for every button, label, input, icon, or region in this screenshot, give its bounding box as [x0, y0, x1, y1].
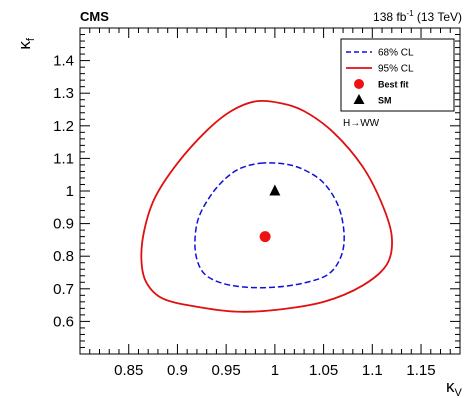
y-tick-label: 1.3	[53, 85, 74, 102]
lumi-suffix: (13 TeV)	[414, 10, 462, 24]
y-axis-symbol: κ	[15, 41, 34, 50]
legend-swatch-best-fit	[354, 79, 364, 89]
x-tick-label: 1.15	[406, 362, 435, 379]
y-tick-label: 1.2	[53, 118, 74, 135]
legend-label-95cl: 95% CL	[378, 64, 414, 75]
legend-label-best-fit: Best fit	[378, 80, 409, 90]
y-axis-title: κf	[15, 37, 37, 50]
legend-label-68cl: 68% CL	[378, 48, 414, 59]
y-tick-label: 1.1	[53, 150, 74, 167]
y-tick-label: 0.8	[53, 248, 74, 265]
y-tick-label: 0.7	[53, 281, 74, 298]
x-axis-title: κV	[446, 377, 463, 398]
x-tick-label: 1.05	[309, 362, 338, 379]
y-tick-label: 0.6	[53, 313, 74, 330]
lumi-value: 138 fb	[373, 10, 407, 24]
x-tick-label: 1.1	[362, 362, 383, 379]
y-tick-label: 0.9	[53, 216, 74, 233]
y-tick-labels: 0.6 0.7 0.8 0.9 1 1.1 1.2 1.3 1.4	[53, 53, 74, 331]
legend-label-sm: SM	[378, 96, 392, 106]
legend: 68% CL 95% CL Best fit SM	[340, 38, 455, 112]
legend-swatch-sm	[353, 94, 365, 104]
x-tick-label: 0.9	[167, 362, 188, 379]
x-tick-label: 0.95	[212, 362, 241, 379]
x-axis-symbol: κ	[446, 377, 455, 396]
contour-68cl	[194, 162, 345, 289]
lumi-exponent: -1	[406, 9, 414, 18]
sm-marker	[269, 184, 281, 196]
lumi-label: 138 fb-1 (13 TeV)	[373, 9, 462, 24]
y-axis-subscript: f	[25, 37, 37, 41]
x-tick-labels: 0.85 0.9 0.95 1 1.05 1.1 1.15	[114, 362, 436, 379]
x-tick-label: 0.85	[114, 362, 143, 379]
contour-95cl	[140, 99, 393, 313]
x-tick-label: 1	[271, 362, 279, 379]
experiment-label: CMS	[80, 9, 109, 24]
y-tick-label: 1	[66, 183, 74, 200]
tick-marks	[79, 27, 461, 355]
channel-label: H→WW	[343, 118, 380, 129]
best-fit-marker	[259, 231, 271, 243]
x-axis-subscript: V	[455, 387, 463, 398]
y-tick-label: 1.4	[53, 53, 74, 70]
